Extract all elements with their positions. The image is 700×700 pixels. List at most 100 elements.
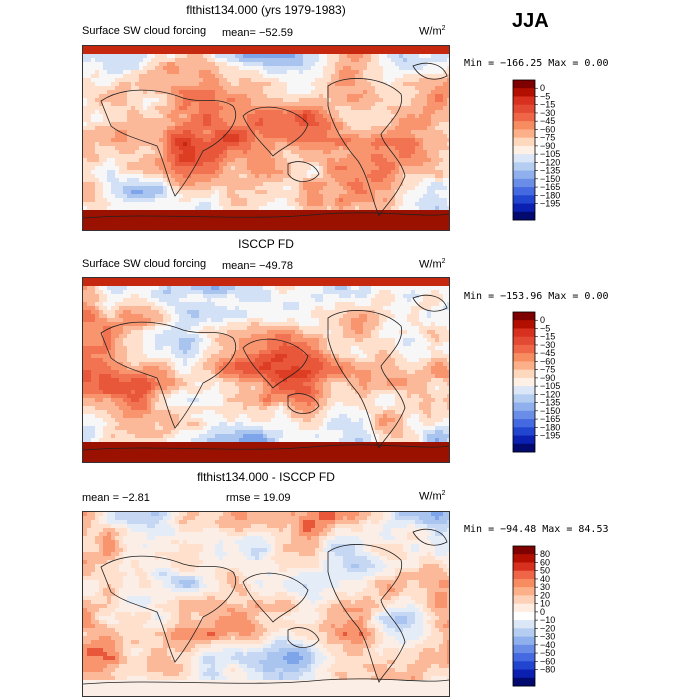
- colorbar-swatch: [513, 595, 535, 605]
- colorbar-label: −30: [540, 632, 555, 642]
- coastline: [287, 161, 320, 182]
- colorbar-label: −45: [540, 116, 555, 126]
- panel-2-mean: mean= −49.78: [222, 260, 293, 272]
- colorbar-swatch: [513, 104, 535, 114]
- colorbar-label: −5: [540, 91, 550, 101]
- colorbar-label: −150: [540, 174, 560, 184]
- panel-3-map: [82, 511, 450, 697]
- colorbar-swatch: [513, 178, 535, 188]
- panel-2-title: ISCCP FD: [238, 237, 294, 251]
- colorbar-swatch: [513, 402, 535, 412]
- colorbar-swatch: [513, 328, 535, 338]
- coastline: [287, 627, 320, 648]
- coastline: [242, 572, 309, 623]
- colorbar-label: 60: [540, 557, 550, 567]
- antarctic-coastline: [83, 444, 449, 451]
- colorbar-swatch: [513, 394, 535, 403]
- colorbar-label: −165: [540, 182, 560, 192]
- colorbar-swatch: [513, 211, 535, 221]
- colorbar-label: −15: [540, 100, 555, 110]
- coastline: [100, 321, 236, 429]
- panel-3-minmax: Min = −94.48 Max = 84.53: [464, 524, 609, 535]
- colorbar-swatch: [513, 386, 535, 395]
- panel-3-colorbar: 80 60 50 40 30 20 10 0 −10 −20 −30 −40 −50 −60 −80: [512, 545, 603, 687]
- colorbar-swatch: [513, 578, 535, 588]
- colorbar-swatch: [513, 320, 535, 329]
- coastline: [100, 89, 236, 197]
- colorbar-swatch: [513, 203, 535, 213]
- colorbar-swatch: [513, 312, 535, 321]
- colorbar-swatch: [513, 554, 535, 563]
- panel-1-title: flthist134.000 (yrs 1979-1983): [186, 3, 346, 17]
- colorbar-label: −195: [540, 199, 560, 209]
- colorbar-label: 50: [540, 566, 550, 576]
- colorbar-swatch: [513, 546, 535, 555]
- colorbar-label: −60: [540, 656, 555, 666]
- coastline: [412, 62, 448, 80]
- colorbar-swatch: [513, 377, 535, 387]
- panel-1-mean: mean= −52.59: [222, 27, 293, 39]
- colorbar-swatch: [513, 336, 535, 346]
- colorbar-swatch: [513, 80, 535, 89]
- panel-2-minmax: Min = −153.96 Max = 0.00: [464, 291, 609, 302]
- colorbar-swatch: [513, 369, 535, 379]
- colorbar-swatch: [513, 636, 535, 646]
- colorbar-swatch: [513, 344, 535, 354]
- panel-1-contour-field: [83, 46, 449, 230]
- colorbar-swatch: [513, 611, 535, 621]
- panel-3-mean: mean = −2.81: [82, 492, 150, 504]
- colorbar-swatch: [513, 419, 535, 428]
- coastline: [412, 294, 448, 312]
- colorbar-swatch: [513, 187, 535, 196]
- colorbar-label: −20: [540, 623, 555, 633]
- panel-3-title: flthist134.000 - ISCCP FD: [197, 470, 335, 484]
- colorbar-swatch: [513, 677, 535, 687]
- colorbar-label: −135: [540, 398, 560, 408]
- colorbar-label: −195: [540, 431, 560, 441]
- colorbar-label: 30: [540, 582, 550, 592]
- panel-2-colorbar: 0 −5 −15 −30 −45 −60 −75 −90 −105 −120 −135 −150 −16…: [512, 311, 603, 453]
- colorbar-label: −180: [540, 190, 560, 200]
- colorbar-label: 40: [540, 574, 550, 584]
- panel-1-variable-label: Surface SW cloud forcing: [82, 25, 207, 37]
- colorbar-swatch: [513, 145, 535, 155]
- colorbar-swatch: [513, 653, 535, 662]
- colorbar-label: −150: [540, 406, 560, 416]
- colorbar-swatch: [513, 195, 535, 204]
- panel-3-rmse: rmse = 19.09: [226, 492, 291, 504]
- colorbar-label: −120: [540, 157, 560, 167]
- colorbar-swatch: [513, 88, 535, 97]
- colorbar-label: −90: [540, 141, 555, 151]
- colorbar-label: −5: [540, 323, 550, 333]
- panel-2-variable-label: Surface SW cloud forcing: [82, 258, 207, 270]
- colorbar-label: −90: [540, 373, 555, 383]
- colorbar-swatch: [513, 162, 535, 171]
- colorbar-label: −50: [540, 648, 555, 658]
- colorbar-swatch: [513, 603, 535, 613]
- antarctic-coastline: [83, 212, 449, 219]
- contour-cells: [83, 278, 449, 462]
- coastline: [412, 528, 448, 546]
- colorbar-swatch: [513, 361, 535, 371]
- colorbar-swatch: [513, 620, 535, 629]
- contour-cells: [83, 512, 449, 696]
- colorbar-label: −15: [540, 332, 555, 342]
- panel-1-units: W/m2: [419, 25, 446, 38]
- colorbar-label: 0: [540, 83, 545, 93]
- colorbar-label: 80: [540, 549, 550, 559]
- coastline: [287, 393, 320, 414]
- panel-3-contour-field: [83, 512, 449, 696]
- panel-1-map: [82, 45, 450, 231]
- colorbar-label: −60: [540, 356, 555, 366]
- coastline: [242, 106, 309, 157]
- colorbar-label: −105: [540, 381, 560, 391]
- colorbar-label: 0: [540, 315, 545, 325]
- colorbar-swatch: [513, 353, 535, 362]
- panel-2-contour-field: [83, 278, 449, 462]
- coastline: [327, 78, 406, 217]
- colorbar-swatch: [513, 427, 535, 436]
- colorbar-label: −30: [540, 108, 555, 118]
- colorbar-label: −10: [540, 615, 555, 625]
- colorbar-label: −80: [540, 665, 555, 675]
- colorbar-label: −180: [540, 422, 560, 432]
